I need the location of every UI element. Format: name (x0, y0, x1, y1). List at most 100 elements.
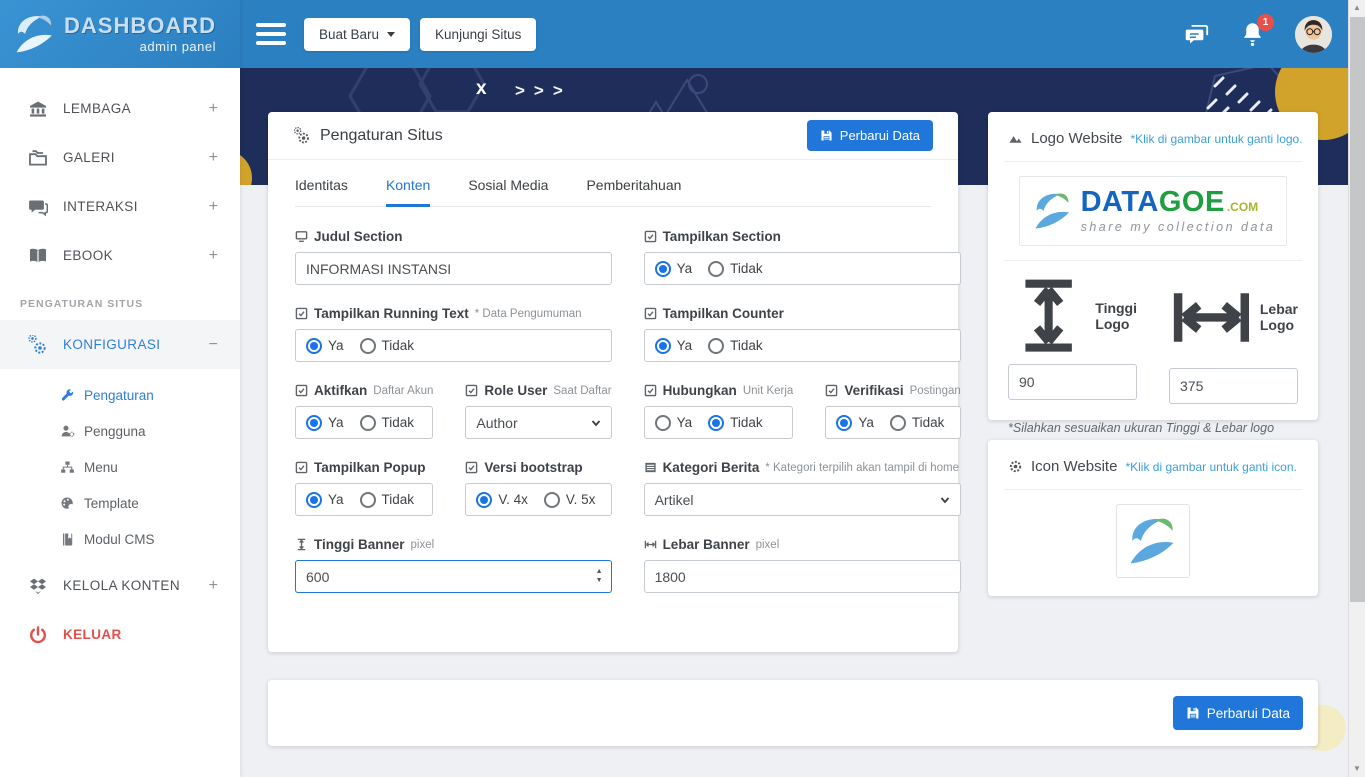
sidebar-item-konfigurasi[interactable]: KONFIGURASI − (0, 320, 240, 369)
sidebar-subitem-pengaturan[interactable]: Pengaturan (0, 377, 240, 413)
sidebar-subitem-menu[interactable]: Menu (0, 449, 240, 485)
radio-ya[interactable]: Ya (306, 414, 344, 431)
radio-tidak[interactable]: Tidak (708, 260, 763, 277)
lebar-banner-input[interactable] (643, 560, 961, 593)
radio-circle[interactable] (476, 491, 493, 508)
brand[interactable]: DASHBOARD admin panel (0, 0, 240, 68)
sidebar-subitem-template[interactable]: Template (0, 485, 240, 521)
gears-icon (28, 334, 48, 355)
expand-plus-icon[interactable]: + (208, 197, 218, 215)
radio-circle[interactable] (306, 337, 322, 354)
checkbox-check-icon (465, 461, 478, 474)
radio-circle[interactable] (654, 414, 671, 431)
radio-tidak[interactable]: Tidak (359, 491, 414, 508)
expand-plus-icon[interactable]: + (208, 148, 218, 166)
tab-pemberitahuan[interactable]: Pemberitahuan (586, 177, 682, 193)
radio-tidak[interactable]: Tidak (359, 337, 414, 354)
save-icon (821, 130, 832, 141)
radio-tidak[interactable]: Tidak (889, 414, 944, 431)
tinggi-banner-input[interactable] (295, 560, 612, 593)
tinggi-logo-input[interactable] (1008, 364, 1137, 401)
user-avatar[interactable] (1295, 15, 1332, 53)
kunjungi-situs-button[interactable]: Kunjungi Situs (420, 17, 537, 51)
sidebar-subitem-pengguna[interactable]: Pengguna (0, 413, 240, 449)
field-lebar-logo: Lebar Logo (1169, 275, 1298, 404)
radio-tidak[interactable]: Tidak (359, 414, 414, 431)
messages-icon[interactable] (1184, 21, 1210, 47)
role-user-select[interactable]: Author (465, 406, 612, 439)
field-judul-section: Judul Section (295, 229, 612, 285)
tab-sosial-media[interactable]: Sosial Media (468, 177, 549, 193)
radio-v4x[interactable]: V. 4x (476, 491, 528, 508)
scrollbar-thumb[interactable] (1350, 17, 1365, 602)
checkbox-check-icon (825, 384, 838, 397)
radio-circle[interactable] (306, 414, 322, 431)
aktifkan-radio-group: Ya Tidak (295, 406, 434, 439)
lebar-logo-input[interactable] (1169, 367, 1298, 404)
expand-plus-icon[interactable]: + (208, 99, 218, 117)
sitemap-icon (60, 460, 75, 475)
sidebar-item-label: GALERI (63, 150, 115, 165)
sidebar-item-label: KELOLA KONTEN (63, 578, 180, 593)
radio-tidak[interactable]: Tidak (708, 414, 763, 431)
field-bootstrap: Versi bootstrap V. 4x V. 5x (465, 460, 612, 516)
datagoe-bird-icon (1130, 518, 1174, 564)
radio-ya[interactable]: Ya (654, 337, 692, 354)
expand-plus-icon[interactable]: + (208, 576, 218, 594)
sidebar-subitem-modul-cms[interactable]: Modul CMS (0, 521, 240, 557)
radio-circle[interactable] (708, 337, 725, 354)
site-logo-image[interactable]: DATA GOE .COM share my collection data (1019, 176, 1287, 246)
radio-circle[interactable] (708, 260, 725, 277)
sidebar-section-heading: PENGATURAN SITUS (20, 298, 144, 310)
perbarui-data-button-footer[interactable]: Perbarui Data (1172, 696, 1303, 730)
popup-radio-group: Ya Tidak (295, 483, 434, 516)
radio-ya[interactable]: Ya (306, 337, 344, 354)
field-kategori: Kategori Berita * Kategori terpilih akan… (643, 460, 961, 516)
radio-circle[interactable] (654, 337, 671, 354)
sidebar-item-ebook[interactable]: EBOOK + (0, 231, 240, 280)
collapse-minus-icon[interactable]: − (208, 335, 218, 353)
radio-circle[interactable] (359, 337, 376, 354)
radio-ya[interactable]: Ya (654, 414, 692, 431)
notifications-bell-icon[interactable]: 1 (1240, 13, 1274, 48)
radio-ya[interactable]: Ya (654, 260, 692, 277)
expand-plus-icon[interactable]: + (208, 246, 218, 264)
tab-konten[interactable]: Konten (385, 177, 431, 207)
radio-circle[interactable] (889, 414, 906, 431)
sidebar-nav: LEMBAGA + GALERI + INTERAKSI + EBOOK + P… (0, 68, 240, 659)
sidebar-item-interaksi[interactable]: INTERAKSI + (0, 182, 240, 231)
radio-circle[interactable] (654, 260, 671, 277)
radio-circle[interactable] (359, 491, 376, 508)
tab-identitas[interactable]: Identitas (295, 177, 348, 193)
bootstrap-radio-group: V. 4x V. 5x (465, 483, 612, 516)
scrollbar-down-arrow[interactable]: ▼ (1353, 764, 1361, 773)
page-scrollbar[interactable]: ▲ ▼ (1348, 0, 1365, 777)
perbarui-data-button[interactable]: Perbarui Data (806, 120, 933, 151)
radio-ya[interactable]: Ya (836, 414, 874, 431)
scrollbar-up-arrow[interactable]: ▲ (1353, 3, 1361, 12)
kategori-berita-select[interactable]: Artikel (643, 483, 961, 516)
number-spinner[interactable]: ▲ ▼ (595, 568, 603, 584)
radio-tidak[interactable]: Tidak (708, 337, 763, 354)
radio-circle[interactable] (359, 414, 376, 431)
radio-circle[interactable] (836, 414, 853, 431)
radio-circle[interactable] (708, 414, 725, 431)
sidebar-item-lembaga[interactable]: LEMBAGA + (0, 84, 240, 133)
judul-section-input[interactable] (295, 252, 612, 285)
hamburger-menu-icon[interactable] (256, 23, 286, 45)
sidebar-item-kelola-konten[interactable]: KELOLA KONTEN + (0, 561, 240, 610)
field-hubungkan: Hubungkan Unit Kerja Ya Tidak (643, 383, 794, 439)
radio-ya[interactable]: Ya (306, 491, 344, 508)
checkbox-check-icon (465, 384, 478, 397)
site-icon-image[interactable] (1116, 504, 1190, 578)
konfigurasi-submenu: Pengaturan Pengguna Menu Template Modul … (0, 369, 240, 561)
radio-v5x[interactable]: V. 5x (543, 491, 595, 508)
verifikasi-radio-group: Ya Tidak (825, 406, 961, 439)
bank-icon (28, 99, 48, 119)
radio-circle[interactable] (543, 491, 560, 508)
sidebar-item-keluar[interactable]: KELUAR (0, 610, 240, 659)
logo-website-card: Logo Website *Klik di gambar untuk ganti… (988, 112, 1318, 457)
buat-baru-button[interactable]: Buat Baru (304, 17, 411, 51)
radio-circle[interactable] (306, 491, 322, 508)
sidebar-item-galeri[interactable]: GALERI + (0, 133, 240, 182)
